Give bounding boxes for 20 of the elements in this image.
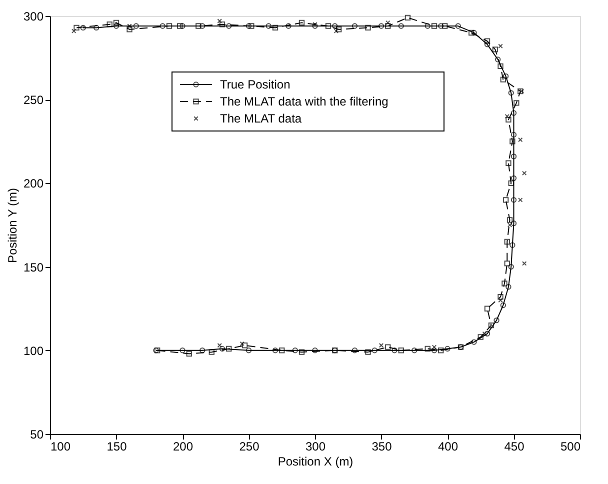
y-tick-label: 150 xyxy=(23,260,44,274)
x-tick-label: 150 xyxy=(106,440,128,454)
y-tick-label: 200 xyxy=(23,176,44,191)
x-tick-label: 250 xyxy=(239,440,260,454)
y-tick-label: 50 xyxy=(30,428,44,442)
y-tick-label: 100 xyxy=(23,344,44,358)
legend-label: The MLAT data with the filtering xyxy=(220,94,388,108)
x-tick-label: 300 xyxy=(305,440,326,454)
y-axis-title: Position Y (m) xyxy=(5,188,20,263)
x-axis-title: Position X (m) xyxy=(278,454,354,468)
legend-label: The MLAT data xyxy=(220,112,302,126)
legend-label: True Position xyxy=(220,78,290,92)
x-tick-label: 200 xyxy=(172,440,194,454)
x-tick-label: 100 xyxy=(50,440,71,454)
x-tick-label: 500 xyxy=(560,440,581,454)
x-tick-label: 450 xyxy=(504,440,525,454)
x-tick-label: 350 xyxy=(372,440,392,454)
y-tick-label: 250 xyxy=(23,93,44,108)
x-tick-label: 400 xyxy=(438,440,458,454)
y-tick-label: 300 xyxy=(23,10,44,24)
